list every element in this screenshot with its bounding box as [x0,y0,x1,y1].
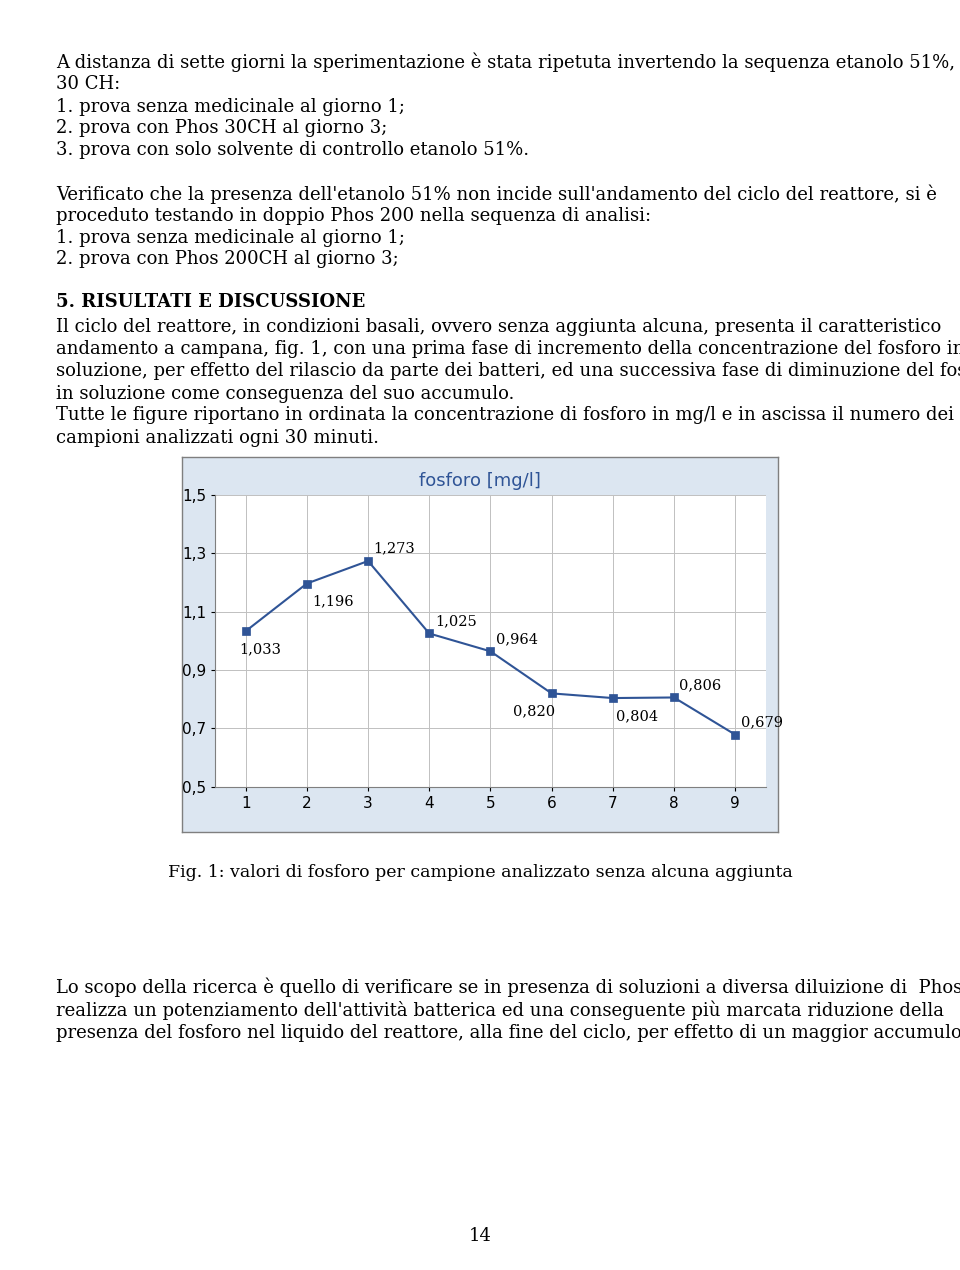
Text: Verificato che la presenza dell'etanolo 51% non incide sull'andamento del ciclo : Verificato che la presenza dell'etanolo … [56,184,937,203]
Text: 1. prova senza medicinale al giorno 1;: 1. prova senza medicinale al giorno 1; [56,98,405,116]
Text: 30 CH:: 30 CH: [56,75,120,93]
Text: 5. RISULTATI E DISCUSSIONE: 5. RISULTATI E DISCUSSIONE [56,293,365,311]
Text: 1. prova senza medicinale al giorno 1;: 1. prova senza medicinale al giorno 1; [56,229,405,246]
Text: 1,273: 1,273 [373,542,416,556]
Text: Lo scopo della ricerca è quello di verificare se in presenza di soluzioni a dive: Lo scopo della ricerca è quello di verif… [56,978,960,997]
Text: 1,025: 1,025 [435,615,476,629]
Text: 0,679: 0,679 [741,715,782,729]
Text: 2. prova con Phos 200CH al giorno 3;: 2. prova con Phos 200CH al giorno 3; [56,250,398,268]
Text: presenza del fosforo nel liquido del reattore, alla fine del ciclo, per effetto : presenza del fosforo nel liquido del rea… [56,1024,960,1041]
Text: campioni analizzati ogni 30 minuti.: campioni analizzati ogni 30 minuti. [56,429,378,447]
Text: 0,806: 0,806 [680,678,722,692]
Text: andamento a campana, fig. 1, con una prima fase di incremento della concentrazio: andamento a campana, fig. 1, con una pri… [56,340,960,358]
Text: 0,964: 0,964 [496,632,538,646]
Text: in soluzione come conseguenza del suo accumulo.: in soluzione come conseguenza del suo ac… [56,385,514,403]
Text: 3. prova con solo solvente di controllo etanolo 51%.: 3. prova con solo solvente di controllo … [56,141,529,159]
Text: A distanza di sette giorni la sperimentazione è stata ripetuta invertendo la seq: A distanza di sette giorni la sperimenta… [56,52,960,71]
Text: realizza un potenziamento dell'attività batterica ed una conseguente più marcata: realizza un potenziamento dell'attività … [56,1001,944,1020]
Text: fosforo [mg/l]: fosforo [mg/l] [420,472,540,490]
Text: Il ciclo del reattore, in condizioni basali, ovvero senza aggiunta alcuna, prese: Il ciclo del reattore, in condizioni bas… [56,318,941,335]
Text: 2. prova con Phos 30CH al giorno 3;: 2. prova con Phos 30CH al giorno 3; [56,119,387,137]
Text: 1,196: 1,196 [312,594,354,608]
Text: 0,804: 0,804 [615,709,658,724]
Text: 1,033: 1,033 [239,643,280,657]
Text: Fig. 1: valori di fosforo per campione analizzato senza alcuna aggiunta: Fig. 1: valori di fosforo per campione a… [168,864,792,880]
Text: proceduto testando in doppio Phos 200 nella sequenza di analisi:: proceduto testando in doppio Phos 200 ne… [56,207,651,225]
Text: Tutte le figure riportano in ordinata la concentrazione di fosforo in mg/l e in : Tutte le figure riportano in ordinata la… [56,406,953,424]
Text: 14: 14 [468,1227,492,1245]
Text: 0,820: 0,820 [513,705,555,719]
Text: soluzione, per effetto del rilascio da parte dei batteri, ed una successiva fase: soluzione, per effetto del rilascio da p… [56,362,960,380]
